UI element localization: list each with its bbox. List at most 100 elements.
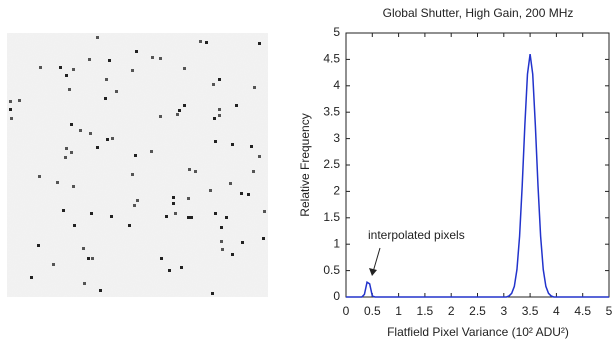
dark-pixel bbox=[104, 97, 107, 100]
y-tick-label: 2 bbox=[333, 184, 340, 198]
figure: Global Shutter, High Gain, 200 MHz Flatf… bbox=[0, 0, 613, 345]
y-tick-label: 0.5 bbox=[323, 263, 340, 277]
dark-pixel bbox=[30, 276, 33, 279]
dark-pixel bbox=[87, 257, 90, 260]
dark-pixel bbox=[72, 185, 75, 188]
dark-pixel bbox=[218, 108, 221, 111]
x-tick-label: 1 bbox=[395, 304, 402, 318]
dark-pixel bbox=[83, 282, 86, 285]
y-tick-label: 0 bbox=[333, 289, 340, 303]
image-noise bbox=[7, 33, 268, 297]
dark-pixel bbox=[214, 212, 217, 215]
y-tick-label: 1.5 bbox=[323, 210, 340, 224]
y-tick-label: 4.5 bbox=[323, 52, 340, 66]
sensor-image bbox=[7, 33, 268, 297]
y-tick-label: 1 bbox=[333, 236, 340, 250]
dark-pixel bbox=[65, 147, 68, 150]
dark-pixel bbox=[178, 109, 181, 112]
dark-pixel bbox=[205, 41, 208, 44]
dark-pixel bbox=[9, 100, 12, 103]
dark-pixel bbox=[172, 202, 175, 205]
dark-pixel bbox=[209, 189, 212, 192]
dark-pixel bbox=[110, 215, 113, 218]
dark-pixel bbox=[73, 224, 76, 227]
dark-pixel bbox=[18, 99, 21, 102]
dark-pixel bbox=[52, 263, 55, 266]
dark-pixel bbox=[108, 59, 111, 62]
y-axis-label: Relative Frequency bbox=[298, 113, 312, 216]
dark-pixel bbox=[247, 193, 250, 196]
dark-pixel bbox=[231, 143, 234, 146]
y-tick-label: 3.5 bbox=[323, 104, 340, 118]
dark-pixel bbox=[56, 181, 59, 184]
dark-pixel bbox=[135, 50, 138, 53]
dark-pixel bbox=[225, 216, 228, 219]
dark-pixel bbox=[258, 155, 261, 158]
x-tick-label: 4 bbox=[553, 304, 560, 318]
dark-pixel bbox=[111, 137, 114, 140]
dark-pixel bbox=[183, 67, 186, 70]
dark-pixel bbox=[136, 199, 139, 202]
dark-pixel bbox=[82, 247, 85, 250]
dark-pixel bbox=[72, 68, 75, 71]
dark-pixel bbox=[134, 154, 137, 157]
dark-pixel bbox=[106, 138, 109, 141]
dark-pixel bbox=[88, 58, 91, 61]
dark-pixel bbox=[180, 266, 183, 269]
dark-pixel bbox=[70, 151, 73, 154]
annotation-arrow bbox=[373, 248, 380, 272]
dark-pixel bbox=[263, 210, 266, 213]
dark-pixel bbox=[59, 66, 62, 69]
dark-pixel bbox=[183, 104, 186, 107]
dark-pixel bbox=[128, 224, 131, 227]
dark-pixel bbox=[253, 86, 256, 89]
dark-pixel bbox=[37, 244, 40, 247]
dark-pixel bbox=[9, 108, 12, 111]
dark-pixel bbox=[174, 212, 177, 215]
dark-pixel bbox=[64, 156, 67, 159]
dark-pixel bbox=[187, 216, 190, 219]
dark-pixel bbox=[262, 237, 265, 240]
y-tick-label: 3 bbox=[333, 131, 340, 145]
x-tick-label: 3.5 bbox=[522, 304, 539, 318]
y-tick-label: 2.5 bbox=[323, 157, 340, 171]
dark-pixel bbox=[65, 74, 68, 77]
dark-pixel bbox=[96, 146, 99, 149]
dark-pixel bbox=[199, 40, 202, 43]
dark-pixel bbox=[105, 78, 108, 81]
dark-pixel bbox=[89, 132, 92, 135]
dark-pixel bbox=[131, 69, 134, 72]
dark-pixel bbox=[235, 104, 238, 107]
dark-pixel bbox=[62, 209, 65, 212]
x-tick-label: 5 bbox=[606, 304, 613, 318]
dark-pixel bbox=[252, 170, 255, 173]
dark-pixel bbox=[194, 170, 197, 173]
dark-pixel bbox=[240, 192, 243, 195]
dark-pixel bbox=[229, 182, 232, 185]
dark-pixel bbox=[218, 114, 221, 117]
x-tick-label: 3 bbox=[500, 304, 507, 318]
dark-pixel bbox=[160, 257, 163, 260]
dark-pixel bbox=[91, 257, 94, 260]
dark-pixel bbox=[220, 226, 223, 229]
dark-pixel bbox=[159, 57, 162, 60]
dark-pixel bbox=[131, 173, 134, 176]
dark-pixel bbox=[213, 117, 216, 120]
dark-pixel bbox=[212, 83, 215, 86]
dark-pixel bbox=[218, 78, 221, 81]
dark-pixel bbox=[159, 115, 162, 118]
annotation-arrowhead bbox=[369, 268, 377, 276]
dark-pixel bbox=[38, 175, 41, 178]
data-line bbox=[346, 54, 609, 297]
dark-pixel bbox=[187, 197, 190, 200]
x-axis-label: Flatfield Pixel Variance (10² ADU²) bbox=[387, 325, 569, 339]
y-tick-label: 4 bbox=[333, 78, 340, 92]
x-tick-label: 1.5 bbox=[417, 304, 434, 318]
dark-pixel bbox=[231, 253, 234, 256]
dark-pixel bbox=[165, 215, 168, 218]
x-tick-label: 0.5 bbox=[364, 304, 381, 318]
x-tick-label: 4.5 bbox=[574, 304, 591, 318]
dark-pixel bbox=[79, 129, 82, 132]
dark-pixel bbox=[90, 212, 93, 215]
dark-pixel bbox=[133, 204, 136, 207]
